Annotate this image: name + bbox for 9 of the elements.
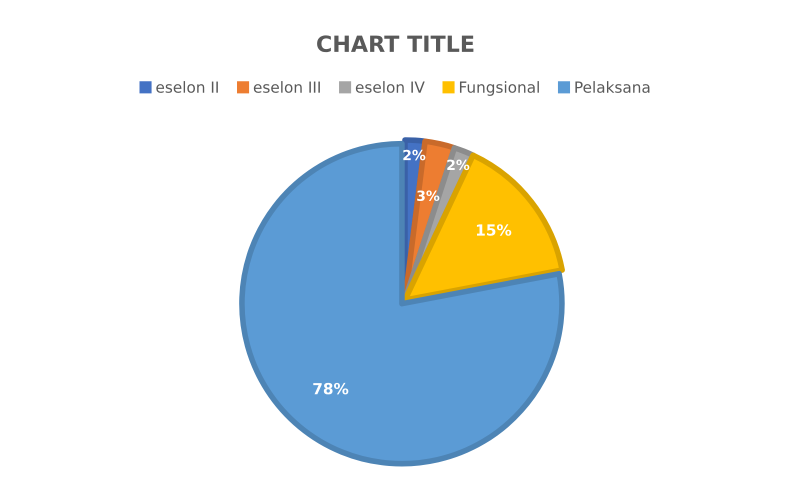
legend-label: eselon IV bbox=[356, 81, 425, 93]
data-label: 3% bbox=[417, 190, 440, 201]
chart-title: CHART TITLE bbox=[317, 35, 474, 52]
data-label: 15% bbox=[476, 224, 512, 236]
legend-label: Pelaksana bbox=[575, 81, 650, 93]
data-label: 78% bbox=[313, 382, 348, 394]
legend-label: eselon III bbox=[254, 81, 320, 93]
legend-label: eselon II bbox=[156, 81, 218, 93]
legend-label: Fungsional bbox=[460, 81, 539, 96]
